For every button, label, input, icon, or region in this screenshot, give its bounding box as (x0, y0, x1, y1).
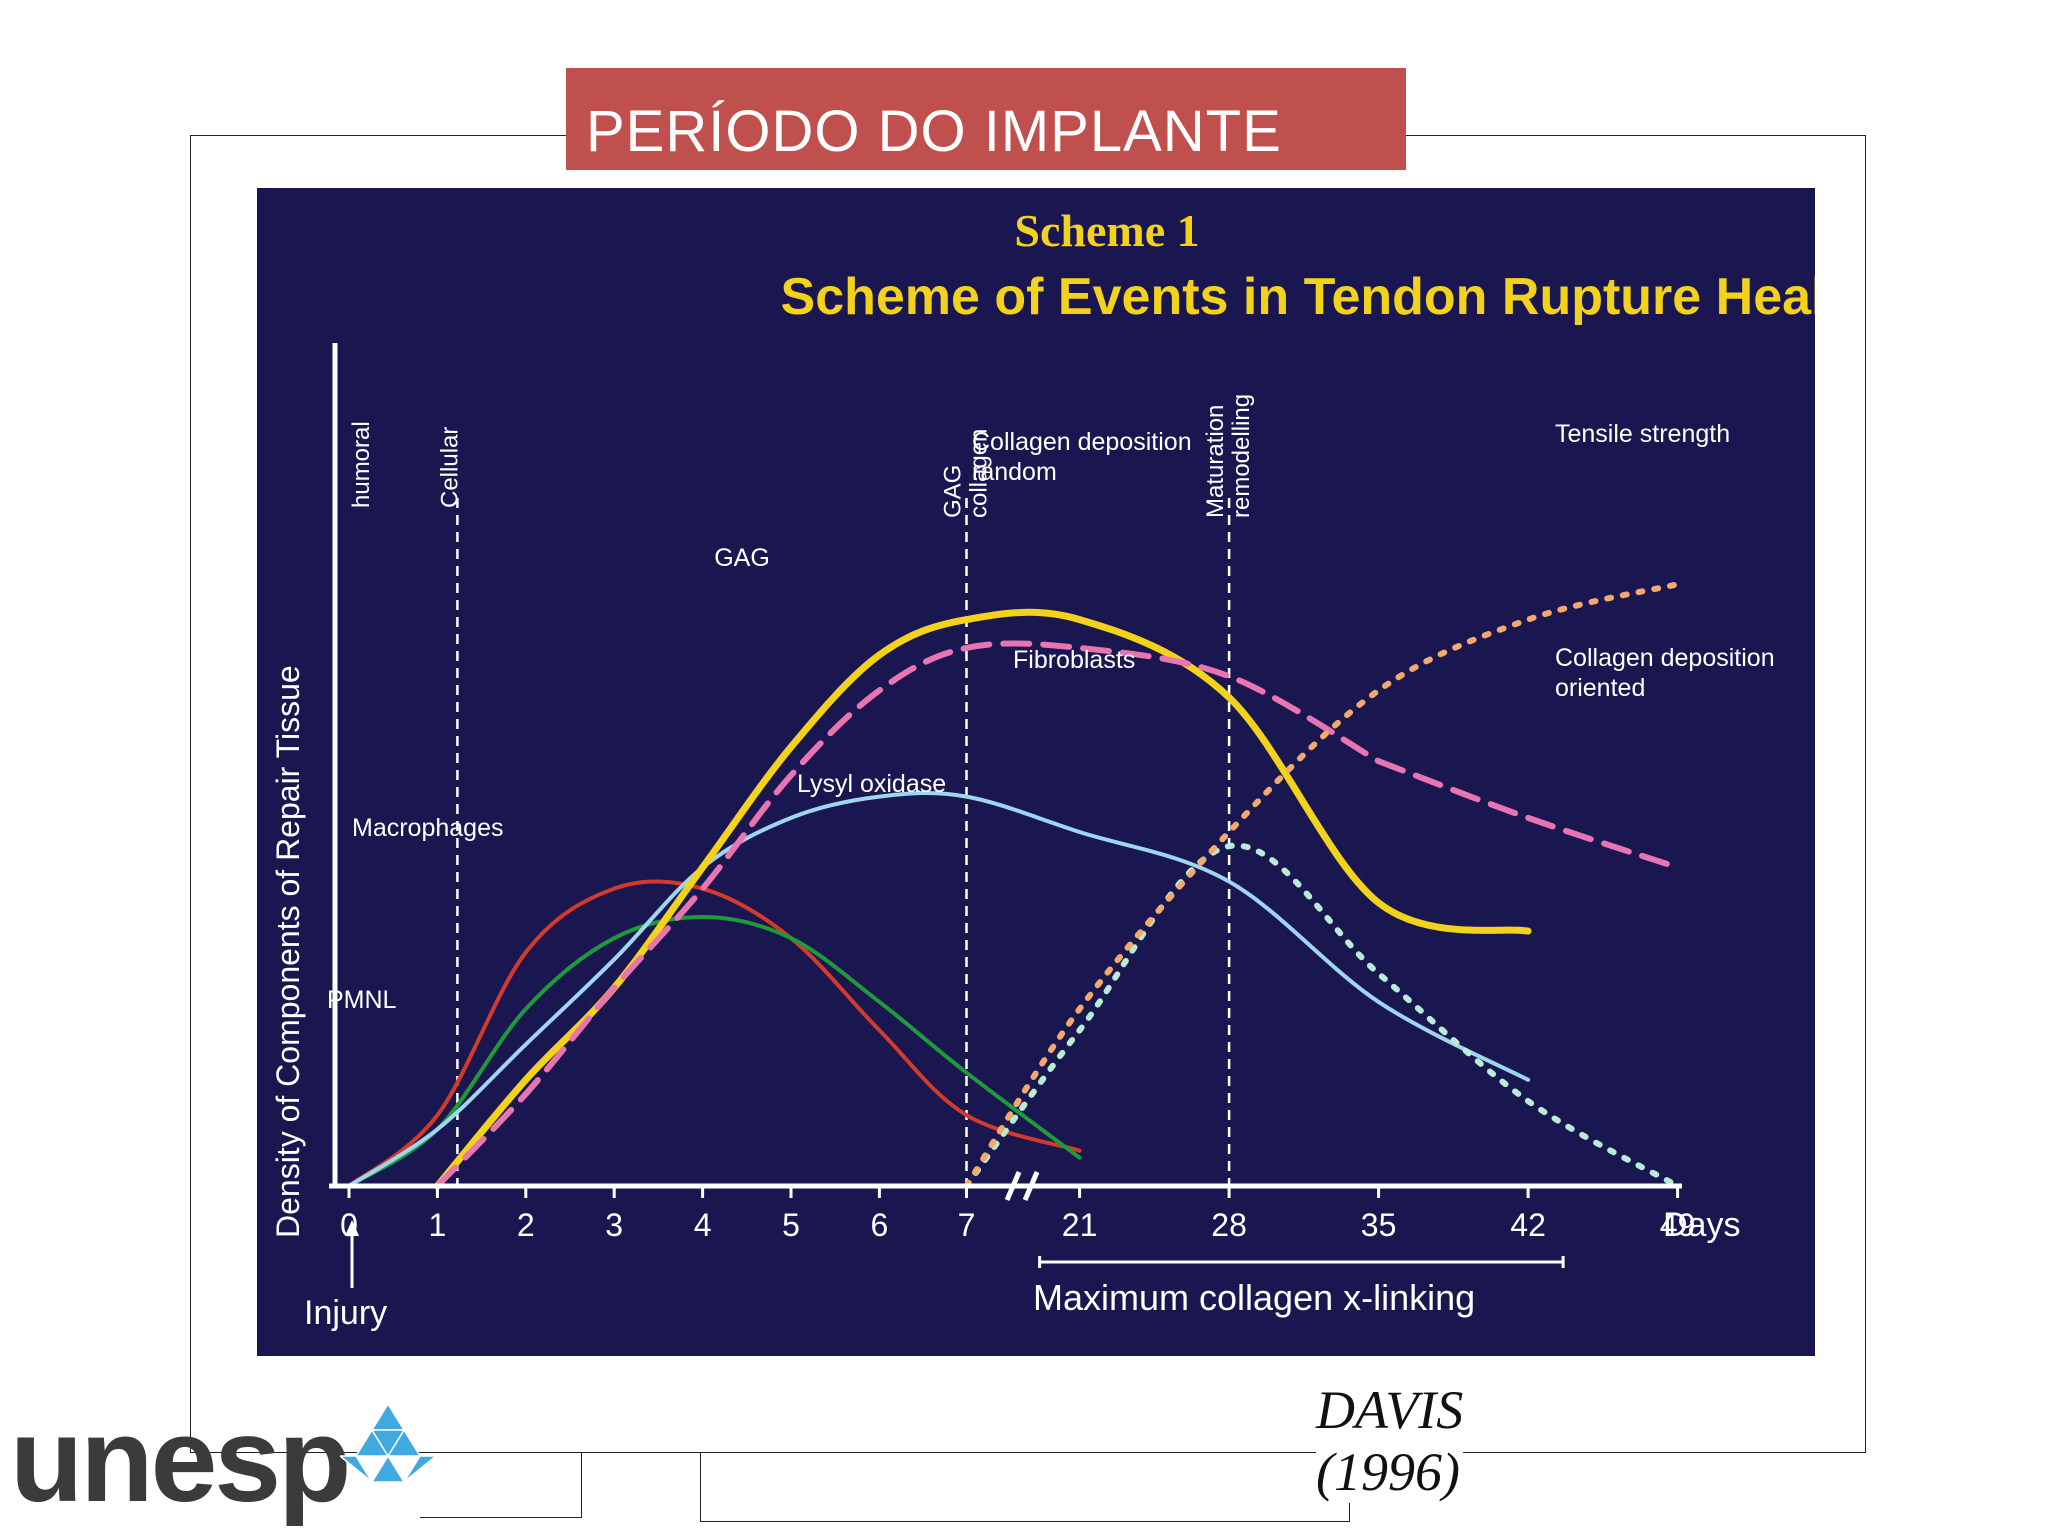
x-tick-label: 0 (340, 1207, 358, 1243)
x-tick-label: 5 (782, 1207, 800, 1243)
series-annotation-label: random (972, 458, 1057, 486)
series-annotation-label: Macrophages (352, 814, 503, 842)
phase-label: Maturation (1202, 405, 1229, 518)
phase-label: humoral (348, 421, 375, 508)
bracket (1038, 1256, 1565, 1268)
series-annotation-label: Tensile strength (1555, 420, 1730, 448)
axis-break-mark (1022, 1171, 1040, 1201)
injury-label: Injury (304, 1294, 387, 1332)
logo-triangle (370, 1429, 406, 1458)
x-tick-label: 42 (1510, 1207, 1546, 1243)
x-tick-label: 6 (871, 1207, 889, 1243)
x-tick-label: 49 (1660, 1207, 1696, 1243)
phase-label: remodelling (1228, 394, 1255, 518)
logo-triangle (370, 1454, 406, 1483)
y-axis-label: Density of Components of Repair Tissue (270, 665, 306, 1238)
series-line-gag (433, 608, 1532, 1190)
series-annotation-label: oriented (1555, 674, 1645, 702)
x-tick-label: 21 (1062, 1207, 1098, 1243)
footer-box-center (700, 1452, 1350, 1522)
title-bar: PERÍODO DO IMPLANTE (566, 68, 1406, 170)
series-line-collagen-deposition-random (434, 640, 1382, 1189)
logo-wordmark: unesp (10, 1393, 351, 1527)
chart-subtitle: Scheme of Events in Tendon Rupture Heali… (781, 268, 1815, 326)
phase-label: GAG (940, 465, 967, 518)
x-tick-label: 2 (517, 1207, 535, 1243)
series-annotation-label: Collagen deposition (972, 428, 1192, 456)
series-annotation-label: Lysyl oxidase (797, 770, 946, 798)
series-annotation-label: PMNL (327, 986, 397, 1014)
slide-title: PERÍODO DO IMPLANTE (586, 99, 1282, 164)
phase-label: Cellular (436, 427, 463, 508)
series-line-collagen-deposition-oriented (1375, 758, 1681, 871)
footer-box-left (420, 1452, 582, 1518)
x-axis-label: Days (1663, 1206, 1740, 1244)
x-tick-label: 28 (1211, 1207, 1247, 1243)
chart-title: Scheme 1 (1014, 205, 1199, 256)
series-annotation-label: GAG (714, 544, 770, 572)
phase-label: collagen (966, 429, 993, 518)
bracket-label: Maximum collagen x-linking (1033, 1277, 1475, 1318)
logo-triangle (370, 1402, 406, 1431)
series-line-fibroblasts (347, 791, 1531, 1188)
citation-year: (1996) (1316, 1441, 1460, 1502)
injury-arrow-head (345, 1220, 359, 1236)
chart-panel: humoral Cellular GAG collagen Maturation remo… (257, 188, 1815, 1356)
series-annotation-label: Fibroblasts (1013, 646, 1135, 674)
x-tick-label: 35 (1361, 1207, 1397, 1243)
diamond-mesh-icon (340, 1402, 436, 1483)
x-tick-label: 4 (694, 1207, 712, 1243)
axis-break-mark (1004, 1171, 1022, 1201)
x-tick-label: 1 (429, 1207, 447, 1243)
logo-triangle (403, 1455, 436, 1483)
citation-author: DAVIS (1316, 1380, 1464, 1440)
chart-svg: humoral Cellular GAG collagen Maturation remo… (270, 205, 1815, 1332)
x-tick-label: 3 (605, 1207, 623, 1243)
logo-triangle (340, 1455, 373, 1483)
series-line-macrophages (347, 914, 1082, 1188)
series-line-tensile-strength (963, 581, 1681, 1189)
series-line-lysyl-oxidase (963, 842, 1681, 1189)
series-annotation-label: Collagen deposition (1555, 644, 1775, 672)
x-tick-label: 7 (958, 1207, 976, 1243)
unesp-logo: unesp (10, 1400, 450, 1530)
citation: DAVIS (1996) (1316, 1380, 1464, 1504)
